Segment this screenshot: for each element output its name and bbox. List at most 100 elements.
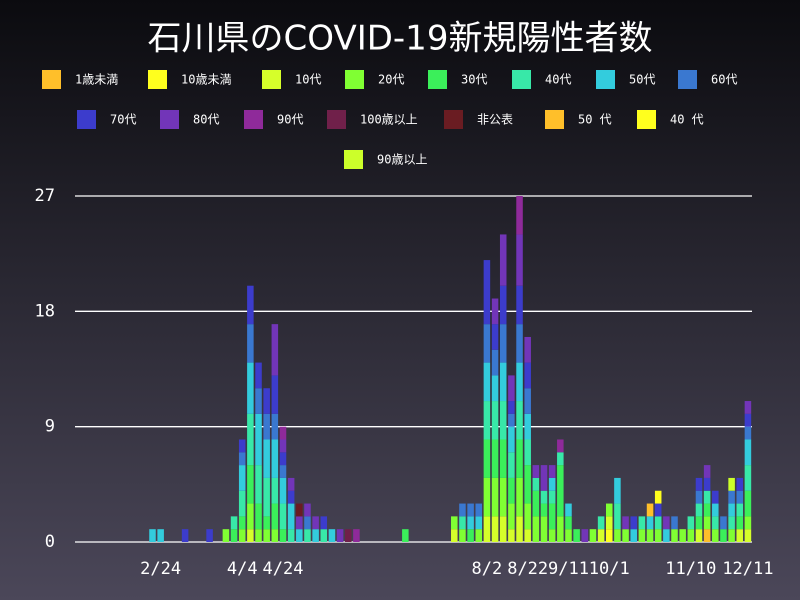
legend-swatch bbox=[327, 110, 346, 129]
bar-segment bbox=[728, 477, 735, 491]
bar-segment bbox=[491, 477, 499, 517]
x-tick-label: 2/24 bbox=[140, 559, 181, 579]
bar-segment bbox=[614, 503, 621, 530]
bar-segment bbox=[728, 516, 735, 530]
bar-segment bbox=[157, 529, 164, 542]
x-tick-label: 4/4 bbox=[227, 559, 258, 579]
legend-swatch bbox=[428, 70, 447, 89]
bar-segment bbox=[524, 388, 531, 414]
bar-segment bbox=[712, 529, 719, 542]
bar-segment bbox=[671, 529, 678, 542]
bar-segment bbox=[728, 490, 735, 504]
bar-segment bbox=[687, 516, 695, 530]
bar-segment bbox=[548, 503, 556, 530]
bar-segment bbox=[744, 529, 752, 542]
bar-segment bbox=[263, 413, 270, 440]
bar-segment bbox=[516, 439, 523, 478]
bar-segment bbox=[695, 529, 703, 542]
bar-segment bbox=[491, 298, 499, 325]
bar-segment bbox=[247, 529, 254, 542]
x-tick-label: 8/2 bbox=[472, 559, 503, 579]
bar-segment bbox=[516, 324, 523, 363]
bar-segment bbox=[255, 362, 262, 389]
bar-segment bbox=[238, 490, 246, 517]
bar-segment bbox=[557, 439, 564, 453]
bar-segment bbox=[491, 439, 499, 478]
bar-segment bbox=[703, 490, 711, 504]
bar-segment bbox=[491, 375, 499, 402]
bar-segment bbox=[491, 516, 499, 542]
bar-segment bbox=[540, 516, 548, 542]
bar-segment bbox=[597, 529, 605, 542]
bar-segment bbox=[263, 516, 270, 530]
bar-segment bbox=[255, 388, 262, 414]
bar-segment bbox=[255, 529, 262, 542]
bar-segment bbox=[663, 516, 670, 530]
bar-segment bbox=[712, 490, 719, 504]
bar-segment bbox=[516, 477, 523, 517]
bar-segment bbox=[736, 529, 744, 542]
bar-segment bbox=[296, 529, 303, 542]
y-tick-label: 18 bbox=[35, 301, 55, 321]
y-tick-label: 0 bbox=[45, 532, 55, 552]
legend-swatch bbox=[678, 70, 697, 89]
bar-segment bbox=[459, 516, 466, 530]
bar-segment bbox=[614, 477, 621, 504]
legend-label: 90歳以上 bbox=[377, 153, 427, 167]
bar-segment bbox=[508, 401, 515, 414]
legend-label: 60代 bbox=[711, 73, 737, 87]
bar-segment bbox=[736, 503, 744, 517]
bar-segment bbox=[654, 503, 662, 517]
bar-segment bbox=[622, 516, 629, 530]
bar-segment bbox=[508, 375, 515, 402]
bar-segment bbox=[524, 413, 531, 440]
bar-segment bbox=[524, 503, 531, 530]
bar-segment bbox=[654, 529, 662, 542]
bar-segment bbox=[516, 285, 523, 325]
bar-segment bbox=[532, 465, 540, 478]
bar-segment bbox=[687, 529, 695, 542]
bar-segment bbox=[532, 516, 540, 542]
legend-label: 30代 bbox=[461, 73, 487, 87]
bar-segment bbox=[516, 196, 523, 235]
bar-segment bbox=[336, 529, 344, 542]
legend-swatch bbox=[596, 70, 615, 89]
bar-segment bbox=[557, 452, 564, 466]
bar-segment bbox=[459, 503, 466, 517]
bar-segment bbox=[287, 503, 295, 530]
bar-segment bbox=[508, 477, 515, 504]
bar-segment bbox=[557, 516, 564, 542]
bar-segment bbox=[679, 529, 686, 542]
bar-segment bbox=[516, 516, 523, 542]
bar-segment bbox=[238, 439, 246, 453]
bar-segment bbox=[532, 490, 540, 517]
bar-segment bbox=[712, 516, 719, 530]
bar-segment bbox=[238, 516, 246, 530]
bar-segment bbox=[222, 529, 230, 542]
bar-segment bbox=[206, 529, 213, 542]
bar-segment bbox=[597, 516, 605, 530]
bar-segment bbox=[589, 529, 597, 542]
bar-segment bbox=[524, 529, 531, 542]
bar-segment bbox=[320, 516, 328, 530]
bar-segment bbox=[263, 529, 270, 542]
legend-swatch bbox=[244, 110, 263, 129]
bar-segment bbox=[287, 477, 295, 491]
legend-swatch bbox=[262, 70, 281, 89]
bar-segment bbox=[344, 529, 352, 542]
legend-label: 50 代 bbox=[578, 113, 612, 127]
legend-label: 80代 bbox=[193, 113, 219, 127]
bar-segment bbox=[247, 324, 254, 363]
bar-segment bbox=[475, 516, 483, 530]
bar-segment bbox=[638, 529, 646, 542]
bar-segment bbox=[720, 529, 727, 542]
bar-segment bbox=[271, 324, 279, 376]
bar-segment bbox=[736, 490, 744, 504]
bar-segment bbox=[540, 465, 548, 491]
legend-swatch bbox=[444, 110, 463, 129]
bar-segment bbox=[491, 349, 499, 376]
bar-segment bbox=[247, 285, 254, 325]
bar-segment bbox=[605, 516, 613, 530]
